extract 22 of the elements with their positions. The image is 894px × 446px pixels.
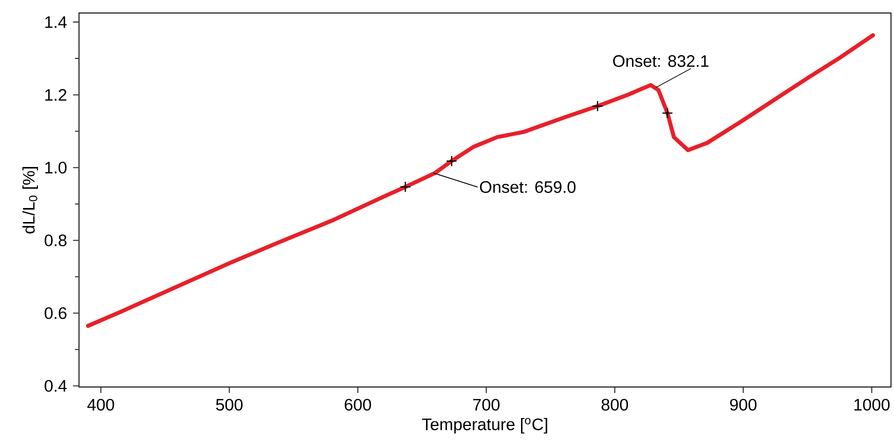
annotation: Onset: 659.0: [480, 181, 576, 193]
y-tick-label: 0.4: [44, 380, 67, 392]
x-tick-label: 700: [473, 398, 500, 411]
y-tick-label: 0.6: [44, 307, 66, 320]
x-tick-label: 500: [216, 398, 243, 411]
x-tick-label: 1000: [854, 398, 890, 411]
y-tick-label: 1.4: [45, 16, 67, 28]
y-tick-label: 1.2: [45, 89, 66, 101]
x-tick-label: 400: [87, 398, 114, 411]
x-axis-title: Temperature [$^{o}$C]: [422, 418, 548, 434]
point: [662, 107, 674, 119]
x-tick-label: 900: [730, 398, 756, 411]
y-tick-label: 0.8: [44, 234, 66, 246]
point: [446, 155, 458, 167]
point: [592, 100, 604, 112]
annotation: Onset: 832.1: [613, 55, 708, 67]
x-tick-label: 800: [602, 398, 628, 411]
line-series: [86, 33, 876, 328]
x-tick-label: 600: [344, 398, 372, 411]
y-axis-title: dL/L$_{0}$ [%]: [22, 167, 38, 234]
point: [400, 181, 411, 192]
y-tick-label: 1.0: [45, 162, 67, 174]
